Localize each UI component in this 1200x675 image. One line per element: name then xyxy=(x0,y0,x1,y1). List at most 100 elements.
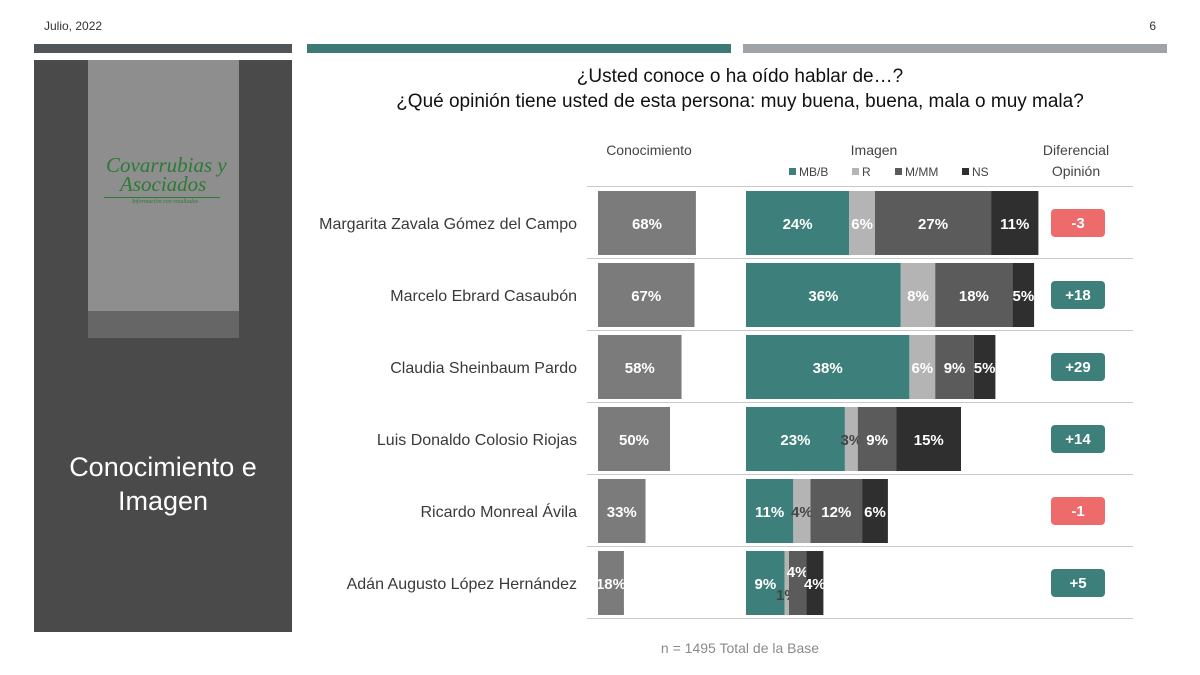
diferencial-value-label: +14 xyxy=(1065,431,1091,448)
knowledge-bar xyxy=(598,263,695,327)
header-opinion: Opinión xyxy=(1052,163,1100,179)
image-value-label-m-mm: 27% xyxy=(918,216,948,233)
sample-footnote: n = 1495 Total de la Base xyxy=(660,640,820,656)
candidate-label: Adán Augusto López Hernández xyxy=(347,576,577,593)
image-segment-m-mm xyxy=(935,263,1013,327)
logo-name-line2: Asociados xyxy=(120,172,207,196)
image-value-label-ns: 6% xyxy=(864,504,886,521)
image-value-label-m-mm: 4% xyxy=(787,564,809,581)
image-value-label-mb-b: 38% xyxy=(813,360,843,377)
header-imagen: Imagen xyxy=(851,142,898,158)
diferencial-badge xyxy=(1051,569,1105,597)
header-stripe-right xyxy=(743,44,1167,53)
knowledge-bar xyxy=(598,335,682,399)
knowledge-bar xyxy=(598,479,646,543)
candidate-label: Margarita Zavala Gómez del Campo xyxy=(319,216,577,233)
image-value-label-m-mm: 9% xyxy=(944,360,966,377)
image-segment-r xyxy=(793,479,811,543)
knowledge-value-label: 68% xyxy=(632,216,662,233)
image-segment-ns xyxy=(896,407,961,471)
knowledge-value-label: 67% xyxy=(631,288,661,305)
image-value-label-mb-b: 23% xyxy=(780,432,810,449)
diferencial-value-label: +29 xyxy=(1065,359,1090,376)
image-segment-r xyxy=(849,191,875,255)
image-segment-mb-b xyxy=(746,479,794,543)
header-stripe-middle xyxy=(307,44,731,53)
report-date: Julio, 2022 xyxy=(44,19,103,33)
knowledge-bar xyxy=(598,407,670,471)
image-value-label-r: 8% xyxy=(907,288,929,305)
image-segment-r xyxy=(784,551,789,615)
legend-swatch-mb-b xyxy=(789,168,796,175)
knowledge-value-label: 33% xyxy=(607,504,637,521)
image-segment-mb-b xyxy=(746,335,910,399)
diferencial-badge xyxy=(1051,209,1105,237)
image-segment-m-mm xyxy=(789,551,807,615)
legend-label-m-mm: M/MM xyxy=(905,165,938,179)
image-segment-m-mm xyxy=(857,407,897,471)
section-title: Conocimiento e Imagen xyxy=(69,452,257,516)
image-value-label-m-mm: 12% xyxy=(821,504,851,521)
knowledge-bar xyxy=(598,551,624,615)
candidate-label: Claudia Sheinbaum Pardo xyxy=(390,360,577,377)
image-segment-mb-b xyxy=(746,407,845,471)
legend-label-ns: NS xyxy=(972,165,989,179)
knowledge-value-label: 50% xyxy=(619,432,649,449)
diferencial-value-label: +5 xyxy=(1069,575,1086,592)
image-segment-r xyxy=(909,335,936,399)
survey-question-2: ¿Qué opinión tiene usted de esta persona… xyxy=(396,91,1084,112)
logo-tagline: Información con resultados xyxy=(131,199,199,205)
image-value-label-ns: 11% xyxy=(1000,216,1029,233)
logo-panel-footer xyxy=(88,311,239,338)
knowledge-value-label: 58% xyxy=(625,360,655,377)
image-segment-m-mm xyxy=(810,479,863,543)
image-value-label-mb-b: 36% xyxy=(808,288,838,305)
diferencial-badge xyxy=(1051,497,1105,525)
image-value-label-r: 6% xyxy=(911,360,933,377)
diferencial-value-label: -3 xyxy=(1071,215,1084,232)
legend-swatch-m-mm xyxy=(895,168,902,175)
image-value-label-m-mm: 18% xyxy=(959,288,989,305)
image-segment-mb-b xyxy=(746,263,901,327)
image-value-label-m-mm: 9% xyxy=(866,432,888,449)
legend-label-r: R xyxy=(862,165,871,179)
image-value-label-r: 6% xyxy=(851,216,873,233)
logo-divider xyxy=(104,197,220,198)
candidate-label: Marcelo Ebrard Casaubón xyxy=(390,288,577,305)
image-value-label-r: 4% xyxy=(791,504,813,521)
image-segment-ns xyxy=(1012,263,1035,327)
image-value-label-mb-b: 11% xyxy=(755,504,784,521)
image-value-label-ns: 5% xyxy=(974,360,996,377)
image-value-label-ns: 5% xyxy=(1013,288,1035,305)
survey-question-1: ¿Usted conoce o ha oído hablar de…? xyxy=(576,66,904,87)
image-segment-r xyxy=(900,263,936,327)
header-diferencial: Diferencial xyxy=(1043,142,1109,158)
diferencial-badge xyxy=(1051,425,1105,453)
image-segment-mb-b xyxy=(746,551,785,615)
knowledge-value-label: 18% xyxy=(596,576,626,593)
image-value-label-mb-b: 9% xyxy=(755,576,777,593)
image-segment-ns xyxy=(806,551,824,615)
image-segment-ns xyxy=(991,191,1039,255)
candidate-label: Luis Donaldo Colosio Riojas xyxy=(377,432,577,449)
logo-panel xyxy=(88,60,239,311)
sidebar-panel: Covarrubias y Asociados Información con … xyxy=(34,60,292,632)
image-segment-mb-b xyxy=(746,191,850,255)
header-conocimiento: Conocimiento xyxy=(606,142,692,158)
diferencial-value-label: +18 xyxy=(1065,287,1090,304)
company-logo: Covarrubias y Asociados xyxy=(92,153,238,196)
candidate-label: Ricardo Monreal Ávila xyxy=(420,502,577,521)
legend-swatch-r xyxy=(852,168,859,175)
logo-name-line1: Covarrubias y xyxy=(106,153,227,177)
diferencial-badge xyxy=(1051,281,1105,309)
legend-label-mb-b: MB/B xyxy=(799,165,828,179)
image-value-label-r: 3% xyxy=(841,432,863,449)
image-value-label-mb-b: 24% xyxy=(783,216,813,233)
image-segment-r xyxy=(844,407,858,471)
diferencial-value-label: -1 xyxy=(1071,503,1084,520)
page-number: 6 xyxy=(1149,19,1156,33)
image-value-label-ns: 4% xyxy=(804,576,826,593)
legend-swatch-ns xyxy=(962,168,969,175)
diferencial-badge xyxy=(1051,353,1105,381)
